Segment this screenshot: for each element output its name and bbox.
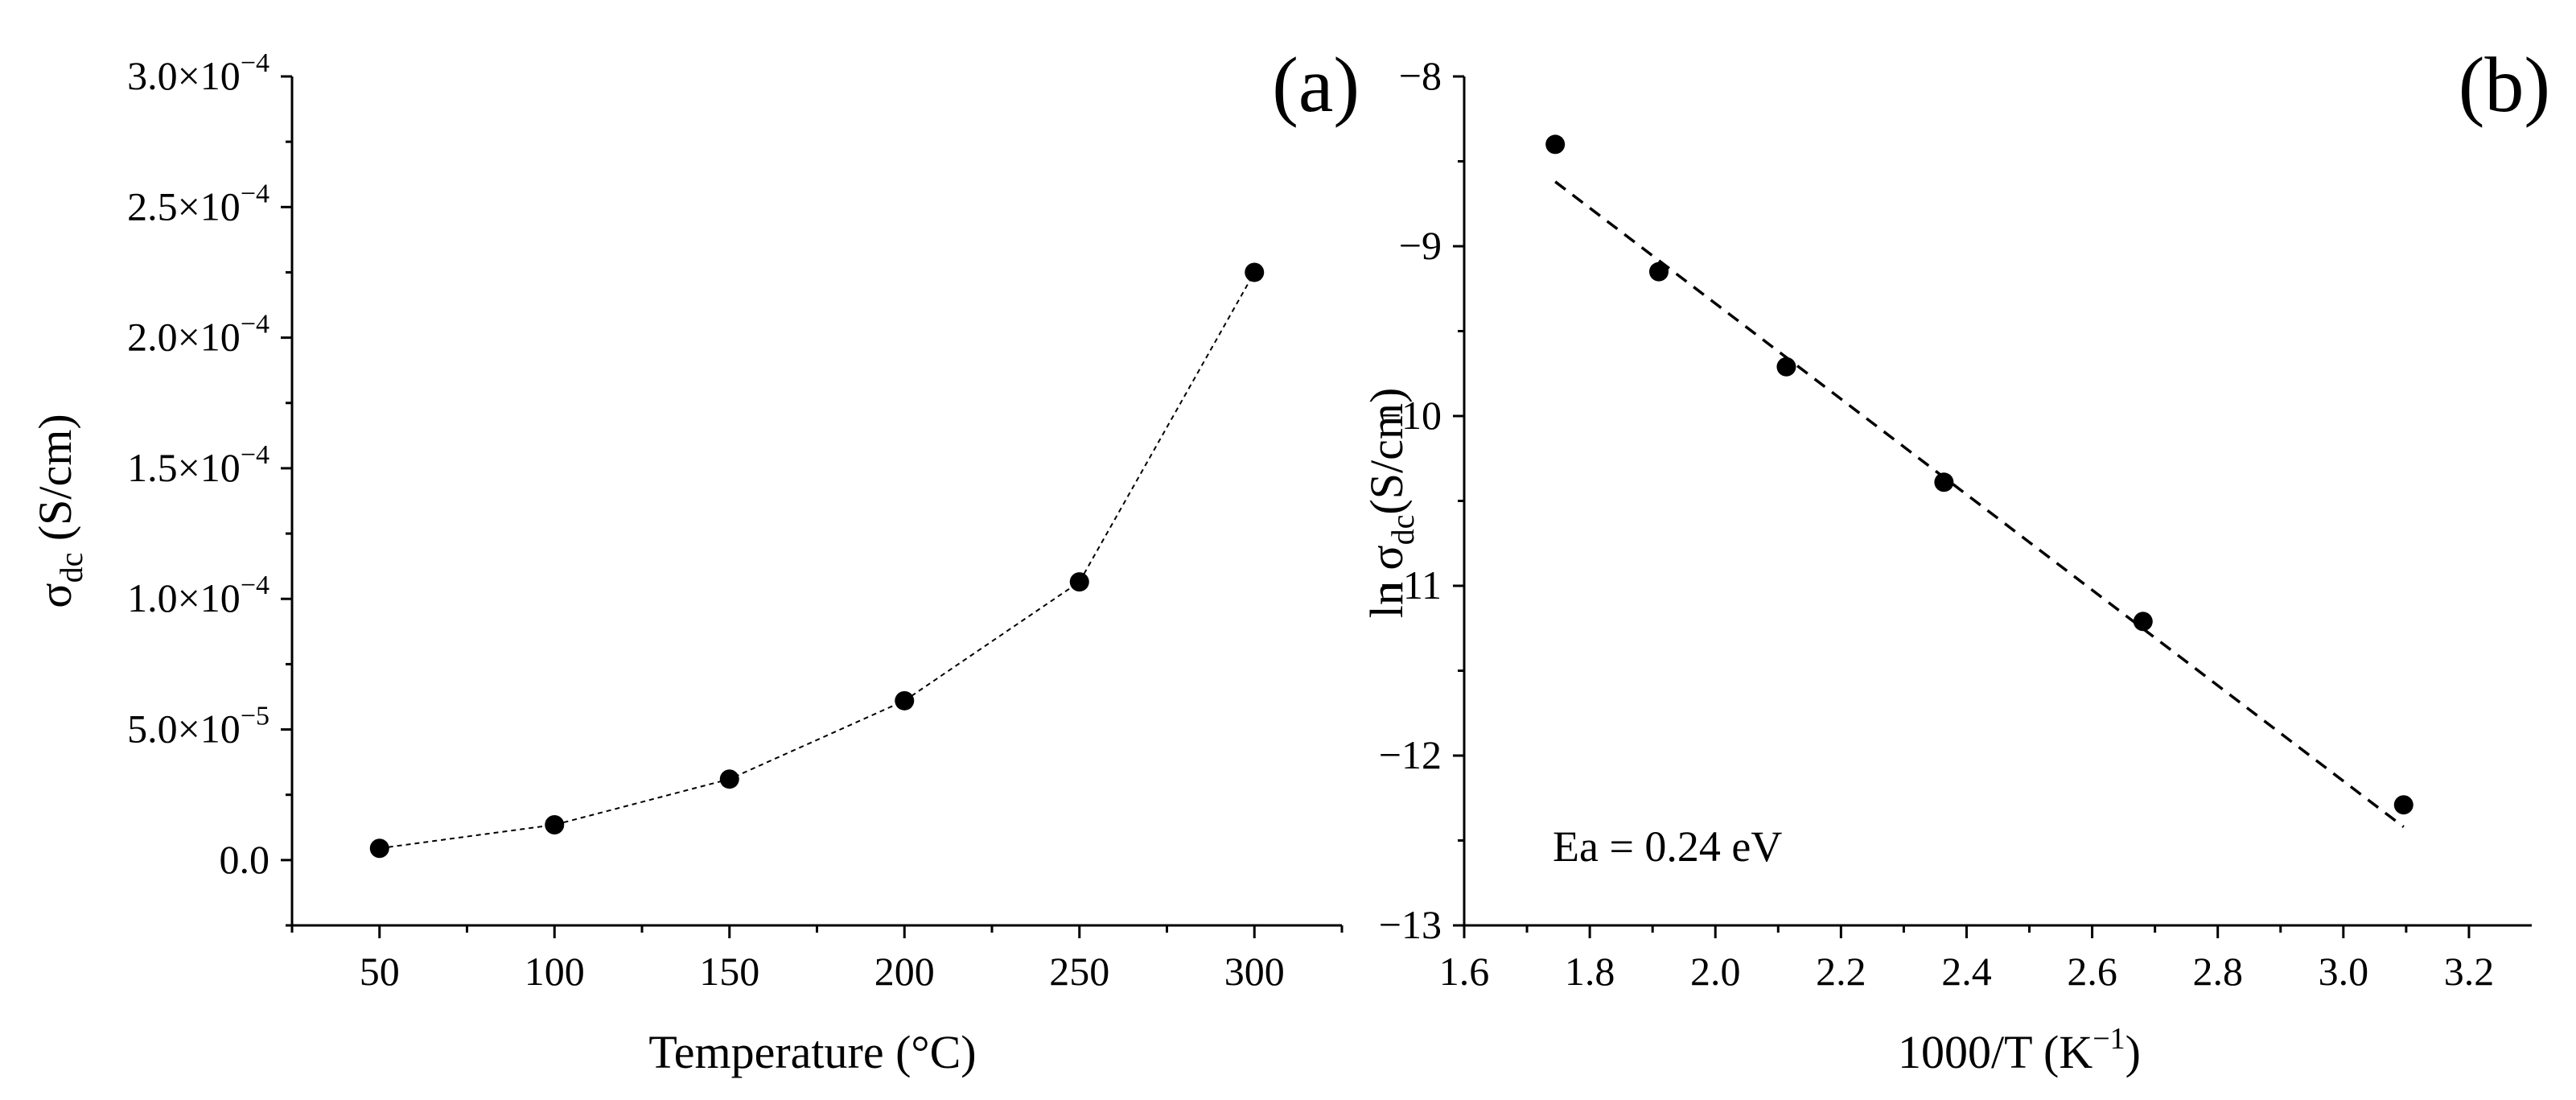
panel-b-y-title-unit: (S/cm) <box>1360 388 1413 515</box>
panel-a-conductivity-vs-temperature: (a) 0.05.0×10−51.0×10−41.5×10−42.0×10−42… <box>29 42 1360 1078</box>
panel-b-series <box>1545 134 2413 815</box>
panel-b-x-title-main: 1000/T (K <box>1898 1026 2092 1078</box>
panel-b-y-ticks: −13 −12 −11 −10 −9 −8 <box>1379 53 1464 947</box>
panel-a-data-point <box>545 815 565 835</box>
panel-a-y-tick-label: 2.0×10−4 <box>127 310 270 360</box>
panel-b-y-tick-label: −12 <box>1379 732 1442 777</box>
panel-a-y-tick-label: 2.5×10−4 <box>127 179 270 229</box>
panel-a-x-tick-label: 150 <box>699 949 759 994</box>
panel-b-x-tick-label: 3.0 <box>2319 949 2369 994</box>
panel-b-data-point <box>1934 472 1954 492</box>
panel-b-fit-line-group <box>1554 180 2405 829</box>
panel-b-data-point <box>2133 612 2153 632</box>
panel-b-arrhenius-plot: (b) −13 −12 −11 −10 −9 −8 1.6 1.8 2.0 2.2 2.4 2.6 2… <box>1360 42 2550 1078</box>
panel-a-y-tick-mantissa: 2.0×10 <box>127 315 241 360</box>
panel-b-x-tick-label: 2.6 <box>2067 949 2117 994</box>
panel-b-data-point <box>1648 262 1669 282</box>
panel-a-y-tick-label: 3.0×10−4 <box>127 48 270 98</box>
panel-a-y-ticks: 0.05.0×10−51.0×10−41.5×10−42.0×10−42.5×1… <box>127 48 292 927</box>
panel-b-x-title-superscript: −1 <box>2092 1022 2125 1056</box>
panel-a-y-axis-title: σdc (S/cm) <box>29 414 89 608</box>
panel-a-series <box>369 262 1265 859</box>
panel-a-y-title-symbol: σ <box>29 583 81 608</box>
panel-b-x-tick-label: 1.8 <box>1565 949 1615 994</box>
panel-b-x-ticks: 1.6 1.8 2.0 2.2 2.4 2.6 2.8 3.0 3.2 <box>1439 925 2494 994</box>
panel-a-x-tick-label: 300 <box>1224 949 1285 994</box>
panel-a-data-point <box>895 690 915 711</box>
panel-b-y-tick-label: −11 <box>1381 562 1442 608</box>
panel-b-y-tick-label: −10 <box>1379 393 1442 438</box>
panel-a-connecting-line <box>379 272 1256 850</box>
panel-a-data-point <box>1245 262 1265 282</box>
panel-b-data-point <box>1545 134 1566 154</box>
panel-a-y-tick-mantissa: 1.0×10 <box>127 575 241 620</box>
panel-b-label: (b) <box>2459 42 2550 129</box>
panel-a-x-ticks: 50 100 150 200 250 300 <box>290 925 1344 994</box>
panel-a-y-tick-mantissa: 3.0×10 <box>127 53 241 98</box>
panel-b-y-tick-label: −13 <box>1379 902 1442 947</box>
panel-a-y-tick-label: 5.0×10−5 <box>127 702 270 752</box>
panel-a-x-tick-label: 50 <box>360 949 400 994</box>
panel-b-y-title-main: ln σ <box>1360 545 1413 618</box>
panel-b-x-tick-label: 1.6 <box>1439 949 1490 994</box>
panel-b-y-tick-label: −8 <box>1399 53 1442 98</box>
panel-a-label: (a) <box>1272 42 1360 129</box>
panel-a-y-tick-mantissa: 5.0×10 <box>127 707 241 752</box>
panel-a-y-tick-mantissa: 2.5×10 <box>127 183 241 229</box>
panel-b-activation-energy-annotation: Ea = 0.24 eV <box>1553 822 1782 871</box>
panel-b-x-tick-label: 2.2 <box>1816 949 1866 994</box>
panel-a-data-point <box>719 769 739 789</box>
panel-a-x-tick-label: 200 <box>874 949 935 994</box>
panel-b-x-title-end: ) <box>2125 1026 2141 1078</box>
panel-a-y-tick-label: 0.0 <box>220 837 270 882</box>
panel-b-data-point <box>2393 795 2413 815</box>
panel-a-x-tick-label: 100 <box>525 949 585 994</box>
panel-a-data-point <box>1069 572 1089 592</box>
panel-a-y-tick-exponent: −5 <box>241 702 270 731</box>
panel-a-y-title-subscript: dc <box>53 553 89 583</box>
panel-b-y-title-subscript: dc <box>1385 515 1421 546</box>
panel-a-data-point <box>369 838 389 859</box>
panel-a-y-tick-mantissa: 0.0 <box>220 837 270 882</box>
panel-a-y-tick-mantissa: 1.5×10 <box>127 445 241 490</box>
panel-a-y-tick-exponent: −4 <box>241 571 270 600</box>
panel-b-axes <box>1463 76 2532 927</box>
panel-b-x-tick-label: 2.8 <box>2192 949 2243 994</box>
panel-b-y-axis-title: ln σdc(S/cm) <box>1360 388 1421 619</box>
panel-a-y-tick-exponent: −4 <box>241 179 270 208</box>
panel-a-y-tick-label: 1.0×10−4 <box>127 571 270 620</box>
panel-a-axes <box>290 76 1342 927</box>
panel-a-y-tick-exponent: −4 <box>241 440 270 470</box>
panel-a-y-tick-exponent: −4 <box>241 310 270 340</box>
panel-b-x-axis-title: 1000/T (K−1) <box>1898 1022 2141 1078</box>
panel-a-x-axis-title: Temperature (°C) <box>648 1026 976 1078</box>
panel-b-x-tick-label: 3.2 <box>2444 949 2495 994</box>
panel-a-y-tick-label: 1.5×10−4 <box>127 440 270 490</box>
panel-a-y-title-unit: (S/cm) <box>29 414 81 552</box>
panel-b-data-point <box>1776 356 1796 377</box>
panel-b-x-tick-label: 2.0 <box>1690 949 1741 994</box>
panel-b-y-tick-label: −9 <box>1399 223 1442 268</box>
panel-b-linear-fit-line <box>1554 180 2405 829</box>
panel-a-x-tick-label: 250 <box>1049 949 1109 994</box>
panel-a-y-tick-exponent: −4 <box>241 48 270 78</box>
panel-b-x-tick-label: 2.4 <box>1941 949 1992 994</box>
